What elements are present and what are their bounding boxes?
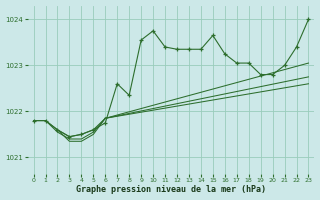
X-axis label: Graphe pression niveau de la mer (hPa): Graphe pression niveau de la mer (hPa) — [76, 185, 266, 194]
